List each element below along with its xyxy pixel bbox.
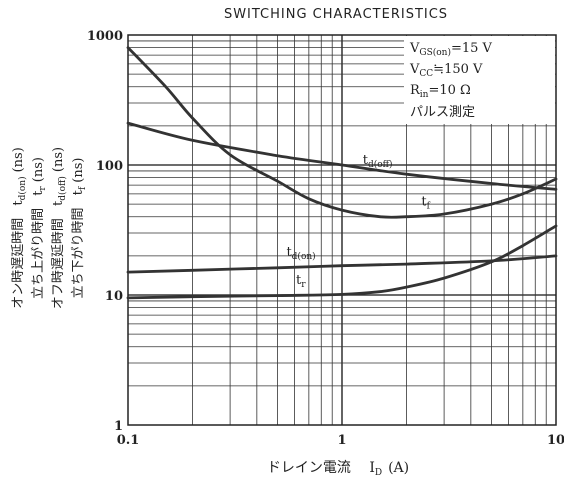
chart-title: SWITCHING CHARACTERISTICS — [224, 7, 448, 22]
y-axis-label: オン時遅延時間 td(on)(ns) 立ち上がり時間 tr(ns) オフ時遅延時… — [11, 147, 88, 309]
series-label-td-off: td(off) — [363, 153, 393, 170]
x-tick-label: 10 — [547, 433, 564, 448]
conditions-box-background — [404, 36, 555, 124]
svg-text:ドレイン電流 ID(A): ドレイン電流 ID (A) — [267, 460, 409, 478]
y-tick-label: 10 — [105, 289, 123, 304]
series-line-td-off — [126, 121, 558, 191]
x-tick-label: 1 — [337, 433, 346, 448]
series-lines — [126, 46, 558, 300]
x-axis-label-symbol: I — [369, 460, 375, 476]
x-tick-label: 0.1 — [117, 433, 140, 448]
y-axis-label-line-3: オフ時遅延時間 td(off)(ns) — [51, 147, 68, 309]
y-axis-label-line-4: 立ち下がり時間 tf(ns) — [71, 158, 88, 299]
series-label-tr: tr — [296, 273, 306, 290]
y-tick-label: 1000 — [87, 29, 123, 44]
series-line-tr — [126, 224, 558, 300]
condition-pulse: パルス測定 — [410, 105, 475, 120]
y-tick-label: 1 — [114, 419, 123, 434]
y-tick-label: 100 — [96, 159, 123, 174]
series-annotations: td(off) tf td(on) tr — [286, 153, 430, 290]
x-axis-label-sub: D — [375, 468, 382, 478]
condition-vgs: VGS(on)=15 V — [409, 41, 493, 58]
condition-rin: Rin=10 Ω — [410, 83, 471, 100]
plot-frame — [127, 34, 557, 426]
y-axis-label-line-2: 立ち上がり時間 tr(ns) — [31, 157, 48, 299]
conditions-box: VGS(on)=15 V VCC≒150 V Rin=10 Ω パルス測定 — [404, 36, 555, 124]
condition-vcc: VCC≒150 V — [409, 62, 483, 79]
x-axis-label: ドレイン電流 ID (A) — [267, 460, 409, 478]
x-axis-label-main: ドレイン電流 — [267, 460, 351, 476]
series-label-td-on: td(on) — [286, 245, 315, 262]
x-axis-label-unit: (A) — [388, 460, 409, 476]
series-line-tf — [126, 46, 558, 219]
y-axis-label-line-1: オン時遅延時間 td(on)(ns) — [11, 147, 28, 309]
series-label-tf: tf — [421, 194, 430, 211]
